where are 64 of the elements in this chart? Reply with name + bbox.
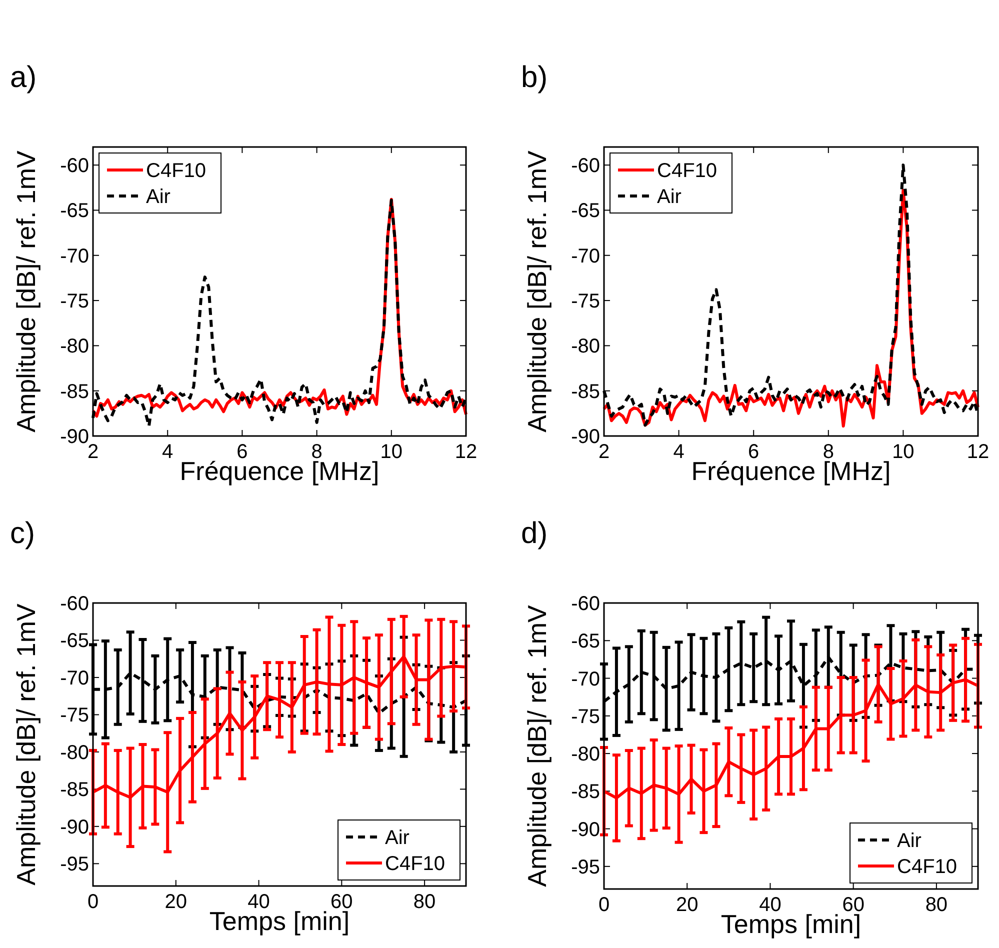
y-tick-label: -70 <box>571 668 600 690</box>
x-tick-label: 0 <box>87 891 99 913</box>
legend-label: Air <box>897 830 922 852</box>
y-tick-label: -70 <box>60 245 89 268</box>
x-tick-label: 20 <box>676 894 698 916</box>
chart-title: d) <box>521 517 548 550</box>
x-tick-label: 80 <box>925 894 948 916</box>
chart-title: a) <box>10 61 37 94</box>
x-tick-label: 2 <box>598 441 610 463</box>
y-tick-label: -85 <box>571 781 600 804</box>
y-tick-label: -80 <box>571 744 600 766</box>
y-tick-label: -65 <box>571 630 600 653</box>
x-tick-label: 12 <box>454 441 478 463</box>
legend-label: C4F10 <box>657 160 718 182</box>
x-tick-label: 10 <box>380 441 403 463</box>
legend-label: C4F10 <box>385 853 446 875</box>
y-tick-label: -65 <box>571 200 600 222</box>
y-tick-label: -80 <box>60 742 89 764</box>
y-tick-label: -75 <box>571 706 600 728</box>
x-tick-label: 2 <box>87 441 99 463</box>
y-tick-label: -75 <box>571 290 600 313</box>
y-tick-label: -60 <box>571 155 600 178</box>
x-tick-label: 40 <box>248 891 270 913</box>
chart-title: b) <box>521 61 548 94</box>
y-tick-label: -90 <box>571 426 600 448</box>
x-tick-label: 10 <box>892 441 914 463</box>
y-tick-label: -75 <box>60 290 89 313</box>
chart-title: c) <box>10 517 35 550</box>
x-tick-label: 0 <box>598 894 610 916</box>
y-tick-label: -70 <box>571 245 600 268</box>
y-tick-label: -60 <box>60 593 89 615</box>
legend-label: C4F10 <box>146 160 206 182</box>
y-tick-label: -60 <box>60 155 89 178</box>
y-tick-label: -85 <box>60 380 89 403</box>
y-tick-label: -85 <box>571 380 600 403</box>
x-tick-label: 4 <box>162 441 174 463</box>
y-tick-label: -65 <box>60 630 89 652</box>
y-axis-title: Amplitude [dB]/ ref. 1mV <box>522 150 552 432</box>
y-tick-label: -75 <box>60 704 89 727</box>
y-tick-label: -65 <box>60 200 89 222</box>
x-tick-label: 6 <box>748 441 760 463</box>
legend-label: Air <box>657 186 682 208</box>
legend-label: Air <box>146 186 171 208</box>
y-axis-title: Amplitude [dB]/ ref. 1mV <box>11 602 41 886</box>
y-tick-label: -90 <box>571 818 600 841</box>
legend-label: Air <box>385 827 410 849</box>
legend-label: C4F10 <box>897 856 958 878</box>
y-tick-label: -60 <box>571 593 600 615</box>
x-tick-label: 80 <box>413 891 436 913</box>
y-tick-label: -70 <box>60 667 89 690</box>
y-axis-title: Amplitude [dB]/ ref. 1mV <box>522 604 552 887</box>
y-tick-label: -95 <box>60 854 89 876</box>
y-axis-title: Amplitude [dB]/ ref. 1mV <box>11 150 41 432</box>
y-tick-label: -80 <box>571 336 600 358</box>
x-tick-label: 12 <box>966 441 990 463</box>
x-tick-label: 40 <box>759 894 782 916</box>
y-tick-label: -80 <box>60 336 89 358</box>
y-tick-label: -90 <box>60 426 89 448</box>
x-tick-label: 6 <box>236 441 248 463</box>
x-tick-label: 4 <box>673 441 684 463</box>
y-tick-label: -85 <box>60 779 89 802</box>
y-tick-label: -90 <box>60 816 89 838</box>
x-tick-label: 20 <box>164 891 188 913</box>
y-tick-label: -95 <box>571 856 600 878</box>
